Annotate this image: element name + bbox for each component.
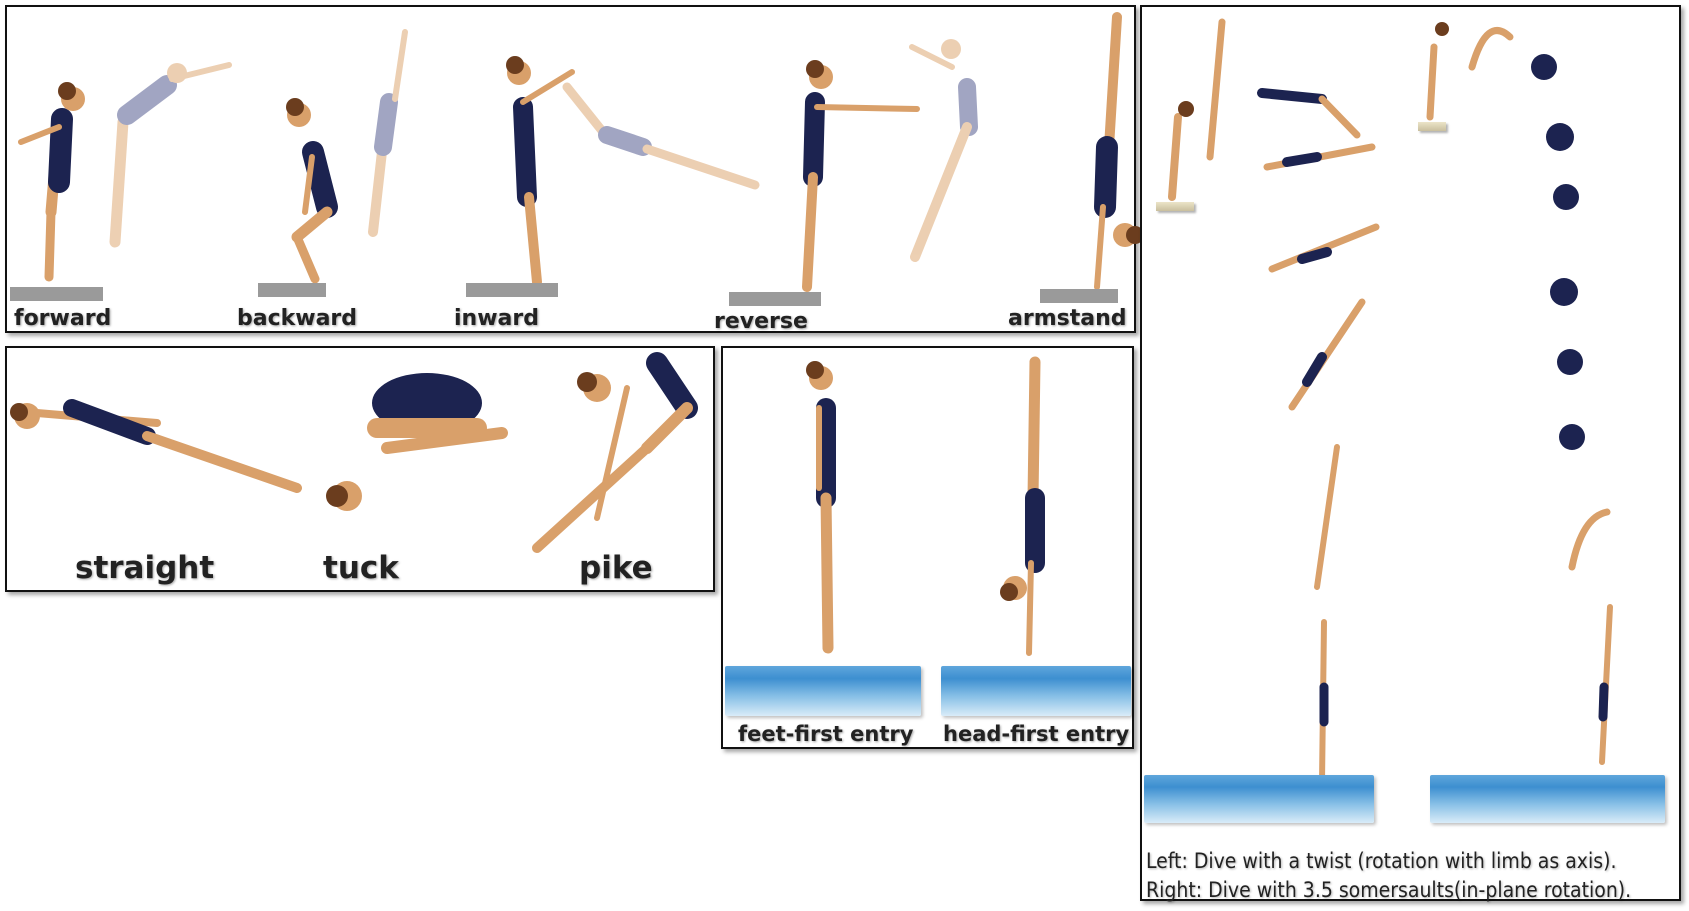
diver-backward-crouch bbox=[286, 98, 338, 284]
diver-feet-first bbox=[806, 361, 836, 654]
springboard-right bbox=[1418, 122, 1446, 131]
body-positions-panel: straight tuck pike bbox=[5, 346, 715, 592]
diver-forward-stand bbox=[18, 82, 85, 282]
diver-straight bbox=[10, 399, 302, 493]
springboard-left bbox=[1156, 202, 1194, 211]
takeoff-illustrations bbox=[10, 12, 1144, 306]
label-straight: straight bbox=[75, 550, 215, 586]
label-backward: backward bbox=[237, 306, 358, 331]
caption-left-twist: Left: Dive with a twist (rotation with l… bbox=[1146, 849, 1617, 873]
label-inward: inward bbox=[454, 306, 539, 331]
water-surface-somersault bbox=[1430, 775, 1665, 823]
diver-forward-flight bbox=[109, 62, 232, 248]
rotation-comparison-panel: Left: Dive with a twist (rotation with l… bbox=[1140, 5, 1681, 902]
label-forward: forward bbox=[14, 306, 112, 331]
position-illustrations bbox=[10, 352, 698, 553]
diver-armstand bbox=[1094, 12, 1144, 290]
diver-reverse-flight bbox=[909, 39, 978, 262]
entry-illustrations bbox=[806, 356, 1045, 656]
water-surface-twist bbox=[1144, 775, 1374, 823]
rotation-illustrations bbox=[1168, 18, 1613, 785]
diver-inward-flight bbox=[562, 82, 760, 190]
diver-head-first bbox=[1000, 356, 1045, 656]
water-surface-right bbox=[941, 666, 1131, 716]
label-reverse: reverse bbox=[714, 309, 808, 334]
diver-tuck bbox=[326, 373, 508, 511]
label-pike: pike bbox=[579, 550, 653, 586]
diver-backward-flight bbox=[368, 29, 408, 237]
entry-types-panel: feet-first entry head-first entry bbox=[721, 346, 1134, 749]
diver-reverse-stand bbox=[802, 60, 920, 292]
diver-pike bbox=[532, 352, 698, 553]
twist-sequence bbox=[1168, 18, 1380, 785]
caption-right-somersault: Right: Dive with 3.5 somersaults(in-plan… bbox=[1146, 878, 1632, 902]
label-armstand: armstand bbox=[1008, 306, 1127, 331]
label-head-first-entry: head-first entry bbox=[943, 722, 1130, 746]
water-surface-left bbox=[725, 666, 921, 716]
label-feet-first-entry: feet-first entry bbox=[738, 722, 914, 746]
label-tuck: tuck bbox=[323, 550, 399, 586]
somersault-sequence bbox=[1426, 22, 1613, 765]
takeoff-directions-panel: forward backward inward reverse armstand bbox=[5, 5, 1144, 334]
diver-inward-stand bbox=[506, 56, 575, 287]
